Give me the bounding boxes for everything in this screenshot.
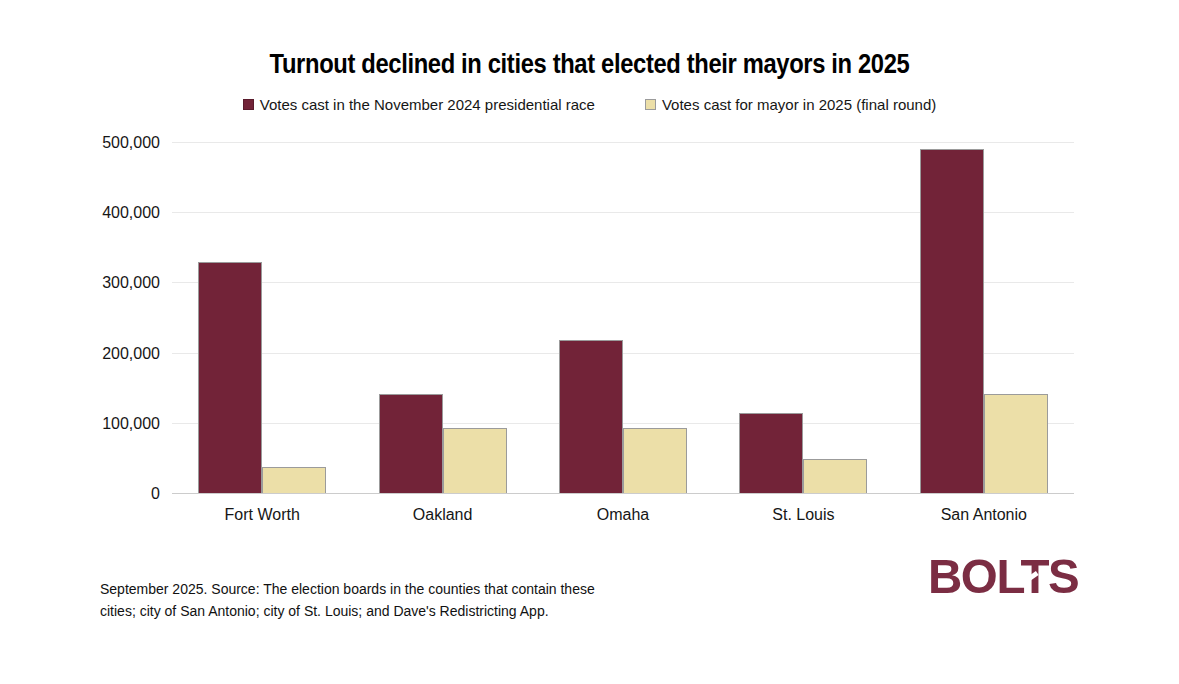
x-axis-baseline bbox=[172, 493, 1074, 494]
legend-item-2025: Votes cast for mayor in 2025 (final roun… bbox=[645, 96, 936, 113]
bar-group-san-antonio bbox=[894, 143, 1074, 494]
y-tick-label: 300,000 bbox=[88, 273, 160, 293]
bar-2025-oakland bbox=[443, 428, 507, 494]
y-tick-label: 100,000 bbox=[88, 414, 160, 434]
bar-group-st-louis bbox=[713, 143, 893, 494]
legend-label-2025: Votes cast for mayor in 2025 (final roun… bbox=[662, 96, 936, 113]
x-tick-label-omaha: Omaha bbox=[533, 506, 713, 524]
bar-2025-fort-worth bbox=[262, 467, 326, 494]
legend: Votes cast in the November 2024 presiden… bbox=[0, 96, 1179, 113]
bar-2025-omaha bbox=[623, 428, 687, 494]
y-tick-label: 0 bbox=[88, 484, 160, 504]
y-tick-label: 500,000 bbox=[88, 133, 160, 153]
bolts-logo-text: BOLTS bbox=[928, 549, 1078, 603]
y-tick-label: 400,000 bbox=[88, 203, 160, 223]
x-tick-label-st-louis: St. Louis bbox=[713, 506, 893, 524]
bar-group-fort-worth bbox=[172, 143, 352, 494]
legend-item-2024: Votes cast in the November 2024 presiden… bbox=[243, 96, 595, 113]
bar-2024-fort-worth bbox=[198, 262, 262, 494]
legend-label-2024: Votes cast in the November 2024 presiden… bbox=[260, 96, 595, 113]
bar-2024-st-louis bbox=[739, 413, 803, 494]
x-tick-label-san-antonio: San Antonio bbox=[894, 506, 1074, 524]
bar-group-oakland bbox=[352, 143, 532, 494]
x-tick-label-fort-worth: Fort Worth bbox=[172, 506, 352, 524]
bar-2024-san-antonio bbox=[920, 149, 984, 494]
bolts-logo: BOLTS bbox=[928, 548, 1074, 604]
chart-title: Turnout declined in cities that elected … bbox=[71, 49, 1109, 80]
bar-2025-san-antonio bbox=[984, 394, 1048, 494]
y-tick-label: 200,000 bbox=[88, 344, 160, 364]
source-note: September 2025. Source: The election boa… bbox=[100, 578, 622, 622]
x-axis-labels: Fort WorthOaklandOmahaSt. LouisSan Anton… bbox=[172, 506, 1074, 524]
legend-swatch-2025-icon bbox=[645, 99, 656, 110]
chart-page: Turnout declined in cities that elected … bbox=[0, 0, 1179, 684]
y-axis-labels: 0100,000200,000300,000400,000500,000 bbox=[88, 143, 160, 494]
bar-groups bbox=[172, 143, 1074, 494]
x-tick-label-oakland: Oakland bbox=[352, 506, 532, 524]
bar-2024-omaha bbox=[559, 340, 623, 494]
plot-area bbox=[172, 143, 1074, 494]
bar-2025-st-louis bbox=[803, 459, 867, 494]
legend-swatch-2024-icon bbox=[243, 99, 254, 110]
bar-group-omaha bbox=[533, 143, 713, 494]
bar-2024-oakland bbox=[379, 394, 443, 494]
